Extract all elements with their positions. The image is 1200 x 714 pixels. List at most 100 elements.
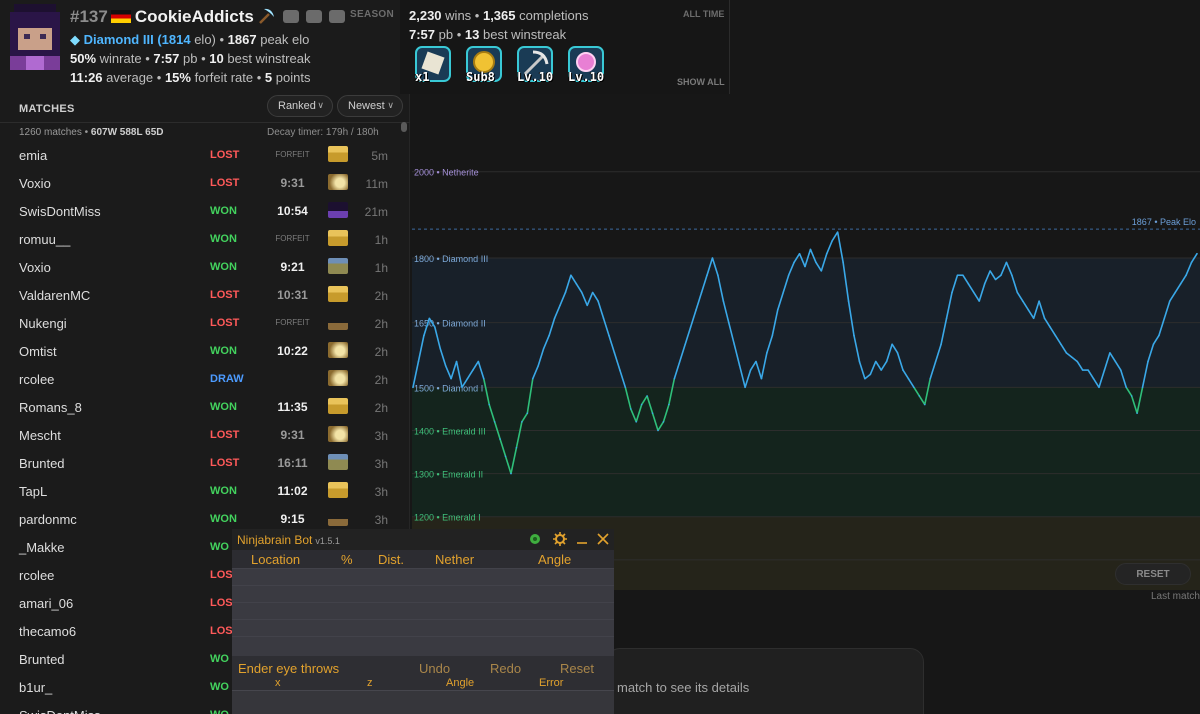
chart-reset-button[interactable]: RESET bbox=[1115, 563, 1191, 585]
elo-point bbox=[972, 291, 975, 294]
show-all-link[interactable]: SHOW ALL bbox=[677, 77, 725, 87]
gem-achievement-icon[interactable]: Lv.10 bbox=[566, 44, 606, 84]
elo-series-segment bbox=[820, 253, 828, 272]
opponent-name: rcolee bbox=[19, 372, 55, 387]
elo-chart[interactable]: 2000 • Netherite 1800 • Diamond III 1650 •… bbox=[412, 120, 1200, 590]
elo-series-segment bbox=[722, 300, 730, 323]
elo-series-segment bbox=[537, 348, 545, 367]
elo-series-segment bbox=[728, 322, 735, 345]
elo-series-segment bbox=[1130, 395, 1138, 414]
match-row[interactable]: ValdarenMC LOST 10:31 2h bbox=[0, 280, 410, 308]
elo-point bbox=[526, 412, 529, 415]
elo-series-segment bbox=[689, 309, 697, 328]
match-row[interactable]: SwisDontMiss WON 10:54 21m bbox=[0, 196, 410, 224]
elo-point bbox=[722, 300, 725, 302]
gold-achievement-icon[interactable]: Sub8 bbox=[464, 44, 504, 84]
match-row[interactable]: emia LOST FORFEIT 5m bbox=[0, 140, 410, 168]
youtube-icon[interactable] bbox=[305, 10, 322, 23]
match-row[interactable]: rcolee LOS bbox=[0, 560, 410, 588]
match-ago: 21m bbox=[364, 205, 388, 219]
elo-point bbox=[1000, 274, 1002, 277]
match-row[interactable]: Voxio LOST 9:31 11m bbox=[0, 168, 410, 196]
match-ago: 2h bbox=[374, 401, 388, 415]
ninjabrain-bot-window: Ninjabrain Bot v1.5.1 Location % Dist. Ne… bbox=[232, 529, 614, 714]
match-type-dropdown[interactable]: Ranked ∨ bbox=[267, 95, 333, 117]
gear-icon[interactable] bbox=[552, 531, 568, 547]
elo-point bbox=[700, 291, 703, 294]
elo-series-segment bbox=[962, 274, 970, 285]
match-result: LOST bbox=[210, 149, 240, 161]
elo-point bbox=[444, 364, 447, 367]
match-row[interactable]: b1ur_ WO bbox=[0, 672, 410, 700]
sort-value: Newest bbox=[348, 100, 385, 112]
match-row[interactable]: thecamo6 LOS bbox=[0, 616, 410, 644]
elo-point bbox=[591, 291, 594, 294]
elo-series-segment bbox=[1190, 253, 1198, 263]
match-row[interactable]: pardonmc WON 9:15 3h bbox=[0, 504, 410, 532]
match-row[interactable]: Voxio WON 9:21 1h bbox=[0, 252, 410, 280]
map-achievement-icon[interactable]: x1 bbox=[413, 44, 453, 84]
undo-button[interactable]: Undo bbox=[419, 661, 451, 676]
points-label: points bbox=[275, 70, 311, 85]
match-row[interactable]: Omtist WON 10:22 2h bbox=[0, 336, 410, 364]
elo-series-segment bbox=[673, 361, 681, 379]
elo-series-segment bbox=[624, 387, 632, 410]
elo-series-segment bbox=[662, 404, 670, 423]
match-time: FORFEIT bbox=[275, 234, 310, 243]
elo-point bbox=[885, 360, 888, 363]
match-row[interactable]: amari_06 LOS bbox=[0, 588, 410, 616]
elo-series-segment bbox=[858, 361, 866, 379]
match-row[interactable]: Nukengi LOST FORFEIT 2h bbox=[0, 308, 410, 336]
elo-point bbox=[1196, 252, 1198, 255]
match-result: WO bbox=[210, 541, 229, 553]
achievement-level: Sub8 bbox=[466, 70, 495, 84]
elo-point bbox=[1005, 261, 1008, 264]
forfeit-rate-value: 15% bbox=[164, 70, 191, 85]
elo-point bbox=[417, 360, 420, 363]
opponent-name: Nukengi bbox=[19, 316, 67, 331]
match-row[interactable]: TapL WON 11:02 3h bbox=[0, 476, 410, 504]
match-row[interactable]: SwisDontMiss WO bbox=[0, 700, 410, 714]
ninjabrain-notify-icon[interactable] bbox=[527, 531, 543, 547]
match-row[interactable]: Brunted LOST 16:11 3h bbox=[0, 448, 410, 476]
elo-point bbox=[733, 343, 736, 346]
match-type-value: Ranked bbox=[278, 100, 316, 112]
elo-point bbox=[738, 364, 741, 367]
elo-series-segment bbox=[826, 240, 833, 254]
season-label: SEASON bbox=[350, 9, 395, 20]
elo-series-segment bbox=[831, 231, 839, 242]
elo-series-segment bbox=[575, 283, 583, 293]
elo-series-segment bbox=[417, 335, 425, 362]
sort-dropdown[interactable]: Newest ∨ bbox=[337, 95, 403, 117]
minimize-icon[interactable] bbox=[574, 531, 590, 547]
pickaxe-achievement-icon[interactable]: Lv.10 bbox=[515, 44, 555, 84]
peak-elo-label: peak elo bbox=[260, 32, 310, 47]
twitch-icon[interactable] bbox=[282, 10, 299, 23]
achievement-level: x1 bbox=[415, 70, 430, 84]
elo-chart-svg[interactable]: 2000 • Netherite 1800 • Diamond III 1650 •… bbox=[412, 120, 1200, 590]
match-row[interactable]: Brunted WO bbox=[0, 644, 410, 672]
elo-point bbox=[945, 317, 948, 320]
close-icon[interactable] bbox=[595, 531, 611, 547]
matches-summary-row: 1260 matches • 607W 588L 65D Decay timer… bbox=[0, 122, 410, 140]
achievement-level: Lv.10 bbox=[517, 70, 554, 84]
match-list-scrollbar[interactable] bbox=[401, 122, 407, 132]
match-row[interactable]: Romans_8 WON 11:35 2h bbox=[0, 392, 410, 420]
discord-icon[interactable] bbox=[328, 10, 345, 23]
match-row[interactable]: romuu__ WON FORFEIT 1h bbox=[0, 224, 410, 252]
ninjabrain-columns: Location % Dist. Nether Angle bbox=[232, 550, 614, 568]
match-row[interactable]: rcolee DRAW 2h bbox=[0, 364, 410, 392]
elo-open: ( bbox=[157, 32, 162, 47]
ninjabrain-titlebar[interactable]: Ninjabrain Bot v1.5.1 bbox=[232, 529, 614, 550]
elo-point bbox=[1152, 343, 1155, 346]
elo-point bbox=[755, 360, 757, 363]
best-winstreak-value: 10 bbox=[209, 51, 224, 66]
elo-series-segment bbox=[934, 343, 942, 362]
elo-point bbox=[488, 403, 491, 406]
reset-button[interactable]: Reset bbox=[560, 661, 594, 676]
redo-button[interactable]: Redo bbox=[490, 661, 522, 676]
elo-point bbox=[1119, 369, 1122, 371]
match-row[interactable]: Mescht LOST 9:31 3h bbox=[0, 420, 410, 448]
elo-series-segment bbox=[875, 361, 882, 371]
match-row[interactable]: _Makke WO bbox=[0, 532, 410, 560]
